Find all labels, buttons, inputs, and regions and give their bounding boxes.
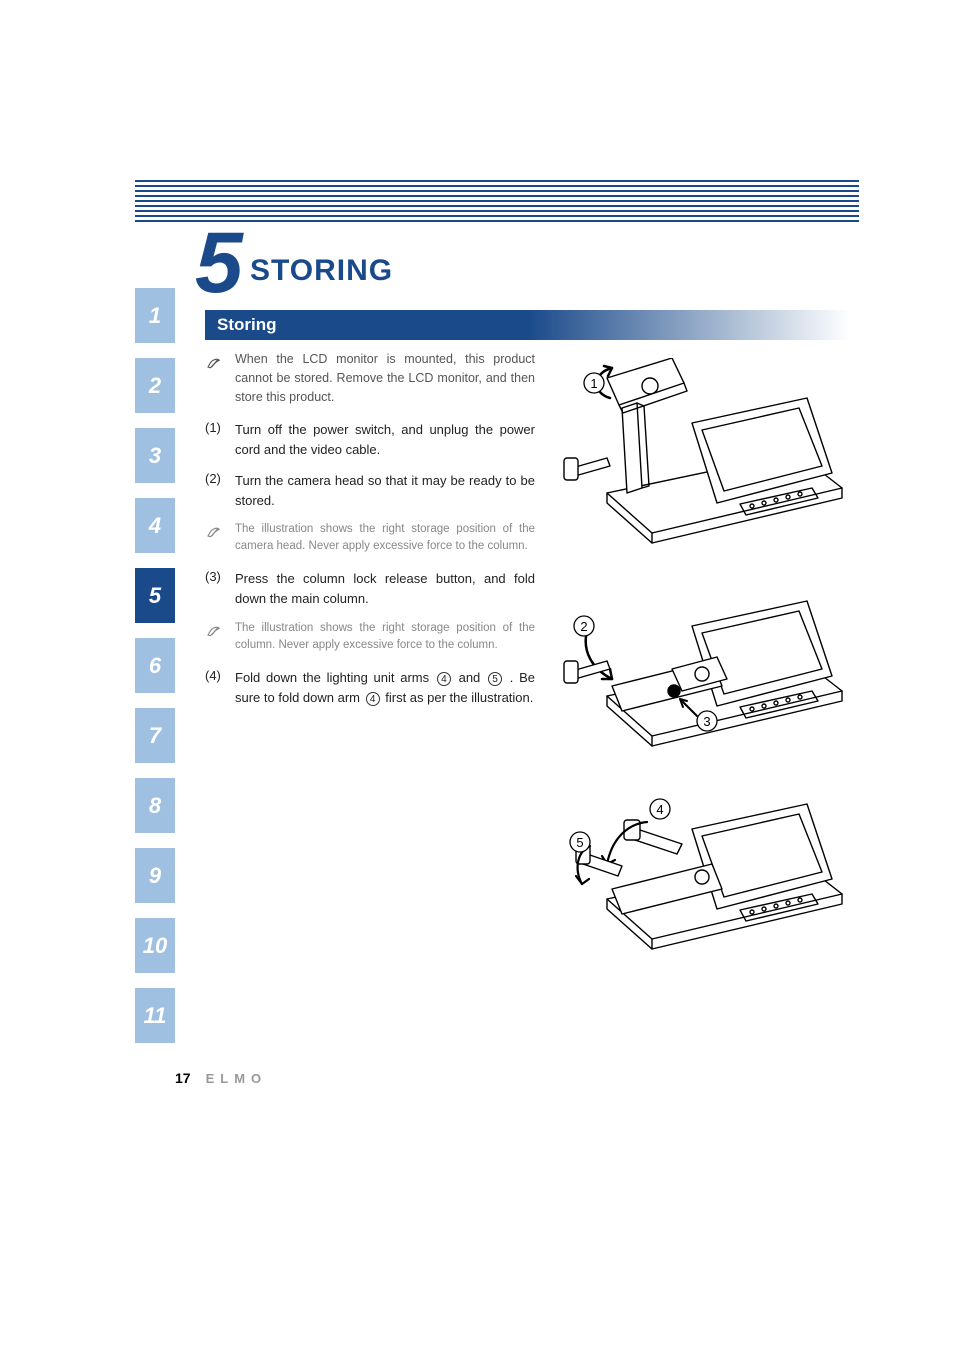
step-4: (4) Fold down the lighting unit arms 4 a… xyxy=(205,668,535,708)
tab-4[interactable]: 4 xyxy=(135,498,175,553)
svg-text:1: 1 xyxy=(590,376,597,391)
step-3: (3) Press the column lock release button… xyxy=(205,569,535,609)
side-tab-strip: 1 2 3 4 5 6 7 8 9 10 11 xyxy=(135,288,175,1058)
fig2-callout-3: 3 xyxy=(697,711,717,731)
step-4-text: Fold down the lighting unit arms 4 and 5… xyxy=(235,668,535,708)
step-4-pre: Fold down the lighting unit arms xyxy=(235,670,435,685)
hand-note-icon xyxy=(205,352,225,373)
svg-text:2: 2 xyxy=(580,619,587,634)
step-4-mid1: and xyxy=(459,670,486,685)
section-number: 5 xyxy=(195,220,241,306)
tab-6[interactable]: 6 xyxy=(135,638,175,693)
figure-1: 1 xyxy=(552,358,857,558)
tab-5[interactable]: 5 xyxy=(135,568,175,623)
fig3-callout-4: 4 xyxy=(650,799,670,819)
fig3-callout-5: 5 xyxy=(570,832,590,852)
step-4-circ-2: 5 xyxy=(488,672,502,686)
step-4-circ-1: 4 xyxy=(437,672,451,686)
step-2: (2) Turn the camera head so that it may … xyxy=(205,471,535,511)
elmo-logo: ELMO xyxy=(206,1071,268,1086)
step-3-text: Press the column lock release button, an… xyxy=(235,569,535,609)
page-number: 17 xyxy=(175,1070,191,1086)
fig2-callout-2: 2 xyxy=(574,616,594,636)
step-2-note-text: The illustration shows the right storage… xyxy=(235,521,535,556)
figure-2: 2 3 xyxy=(552,591,857,761)
step-4-post: first as per the illustration. xyxy=(385,690,533,705)
fig1-callout-1: 1 xyxy=(584,373,604,393)
tab-3[interactable]: 3 xyxy=(135,428,175,483)
tab-10[interactable]: 10 xyxy=(135,918,175,973)
svg-text:4: 4 xyxy=(656,802,663,817)
hand-note-icon xyxy=(205,521,225,542)
step-4-num: (4) xyxy=(205,668,235,683)
step-3-note-text: The illustration shows the right storage… xyxy=(235,620,535,655)
top-rule-bar xyxy=(135,180,859,223)
tab-2[interactable]: 2 xyxy=(135,358,175,413)
step-3-num: (3) xyxy=(205,569,235,584)
figure-3: 4 5 xyxy=(552,794,857,964)
svg-text:5: 5 xyxy=(576,835,583,850)
figure-column: 1 xyxy=(552,358,857,997)
step-4-circ-3: 4 xyxy=(366,692,380,706)
page-footer: 17 ELMO xyxy=(175,1070,267,1086)
storing-heading-bar: Storing xyxy=(205,310,850,340)
tab-9[interactable]: 9 xyxy=(135,848,175,903)
tab-8[interactable]: 8 xyxy=(135,778,175,833)
intro-note-text: When the LCD monitor is mounted, this pr… xyxy=(235,350,535,406)
tab-7[interactable]: 7 xyxy=(135,708,175,763)
content-column: When the LCD monitor is mounted, this pr… xyxy=(205,350,535,718)
step-1: (1) Turn off the power switch, and unplu… xyxy=(205,420,535,460)
hand-note-icon xyxy=(205,620,225,641)
step-1-num: (1) xyxy=(205,420,235,435)
intro-note: When the LCD monitor is mounted, this pr… xyxy=(205,350,535,406)
section-title: STORING xyxy=(250,254,393,288)
step-2-note: The illustration shows the right storage… xyxy=(205,521,535,556)
step-2-num: (2) xyxy=(205,471,235,486)
storing-heading-text: Storing xyxy=(217,315,277,335)
step-1-text: Turn off the power switch, and unplug th… xyxy=(235,420,535,460)
svg-text:3: 3 xyxy=(703,714,710,729)
tab-1[interactable]: 1 xyxy=(135,288,175,343)
tab-11[interactable]: 11 xyxy=(135,988,175,1043)
step-2-text: Turn the camera head so that it may be r… xyxy=(235,471,535,511)
step-3-note: The illustration shows the right storage… xyxy=(205,620,535,655)
